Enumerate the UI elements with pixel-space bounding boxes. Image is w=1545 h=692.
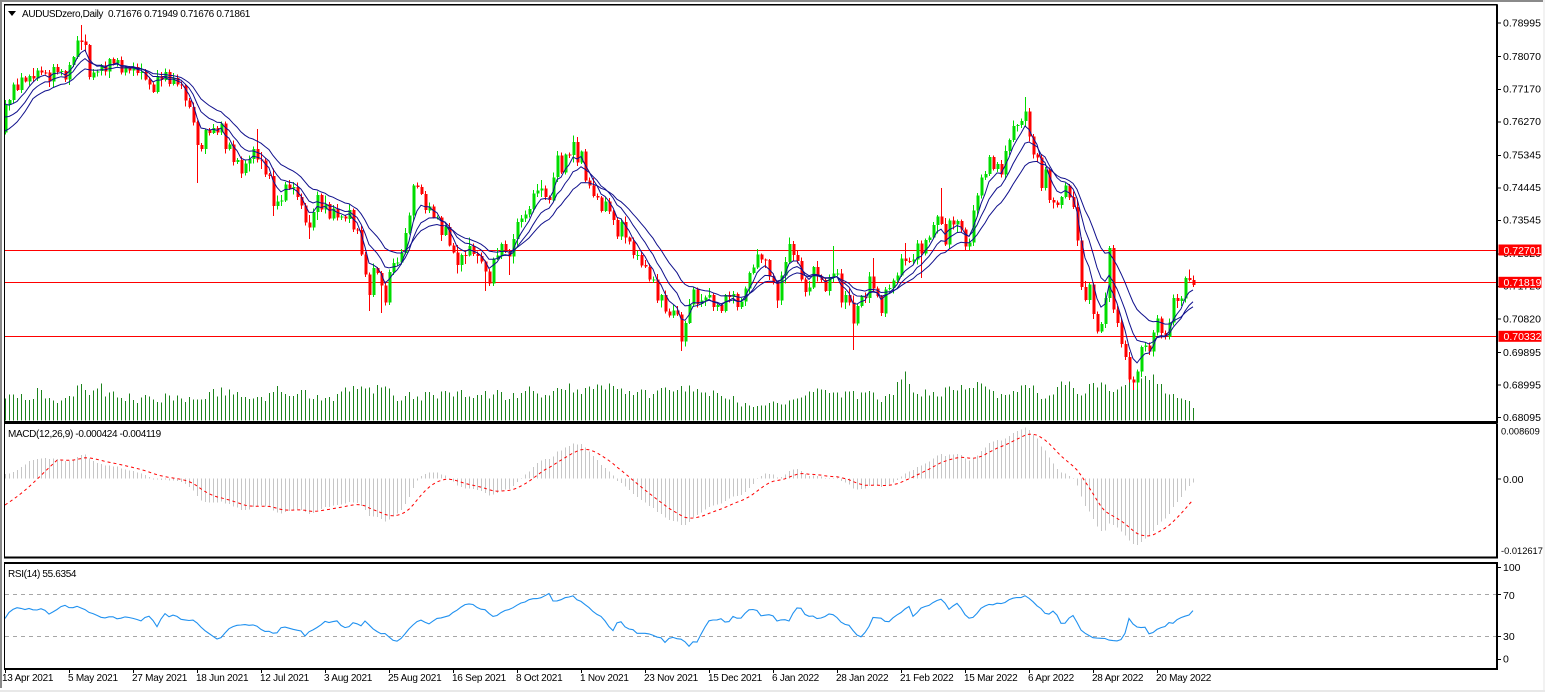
svg-text:18 Jun 2021: 18 Jun 2021 xyxy=(196,673,249,684)
svg-text:5 May 2021: 5 May 2021 xyxy=(68,673,118,684)
svg-text:0.72701: 0.72701 xyxy=(1504,245,1542,257)
svg-text:0.68095: 0.68095 xyxy=(1503,412,1541,424)
svg-text:0.78070: 0.78070 xyxy=(1503,51,1541,63)
svg-text:-0.012617: -0.012617 xyxy=(1501,546,1543,556)
svg-text:3 Aug 2021: 3 Aug 2021 xyxy=(324,673,373,684)
svg-text:27 May 2021: 27 May 2021 xyxy=(132,673,188,684)
svg-text:AUDUSDzero,Daily 0.71676 0.71: AUDUSDzero,Daily 0.71676 0.71949 0.71676… xyxy=(22,9,251,20)
svg-text:13 Apr 2021: 13 Apr 2021 xyxy=(2,673,54,684)
svg-text:70: 70 xyxy=(1503,590,1515,602)
svg-text:21 Feb 2022: 21 Feb 2022 xyxy=(900,673,954,684)
svg-text:16 Sep 2021: 16 Sep 2021 xyxy=(452,673,507,684)
svg-text:0.75345: 0.75345 xyxy=(1503,150,1541,162)
svg-text:0.71819: 0.71819 xyxy=(1504,277,1542,289)
svg-text:0.69895: 0.69895 xyxy=(1503,347,1541,359)
svg-text:20 May 2022: 20 May 2022 xyxy=(1156,673,1212,684)
svg-text:0.74445: 0.74445 xyxy=(1503,182,1541,194)
svg-text:RSI(14) 55.6354: RSI(14) 55.6354 xyxy=(8,569,77,580)
svg-text:28 Apr 2022: 28 Apr 2022 xyxy=(1092,673,1144,684)
svg-text:8 Oct 2021: 8 Oct 2021 xyxy=(516,673,563,684)
svg-text:28 Jan 2022: 28 Jan 2022 xyxy=(836,673,889,684)
svg-text:6 Jan 2022: 6 Jan 2022 xyxy=(772,673,820,684)
svg-text:0.73545: 0.73545 xyxy=(1503,215,1541,227)
svg-text:1 Nov 2021: 1 Nov 2021 xyxy=(580,673,629,684)
svg-text:0.70820: 0.70820 xyxy=(1503,313,1541,325)
svg-text:15 Mar 2022: 15 Mar 2022 xyxy=(964,673,1018,684)
svg-text:0.78995: 0.78995 xyxy=(1503,17,1541,29)
svg-text:12 Jul 2021: 12 Jul 2021 xyxy=(260,673,310,684)
svg-text:0: 0 xyxy=(1503,654,1509,666)
svg-text:0.008609: 0.008609 xyxy=(1501,426,1540,436)
svg-text:23 Nov 2021: 23 Nov 2021 xyxy=(644,673,699,684)
svg-text:0.70332: 0.70332 xyxy=(1504,331,1542,343)
svg-text:100: 100 xyxy=(1503,562,1521,574)
svg-text:0.68995: 0.68995 xyxy=(1503,379,1541,391)
svg-text:15 Dec 2021: 15 Dec 2021 xyxy=(708,673,763,684)
svg-text:6 Apr 2022: 6 Apr 2022 xyxy=(1028,673,1075,684)
svg-text:MACD(12,26,9) -0.000424 -0.004: MACD(12,26,9) -0.000424 -0.004119 xyxy=(8,429,162,440)
svg-text:0.77170: 0.77170 xyxy=(1503,84,1541,96)
svg-text:25 Aug 2021: 25 Aug 2021 xyxy=(388,673,442,684)
svg-text:30: 30 xyxy=(1503,631,1515,643)
svg-text:0.00: 0.00 xyxy=(1503,474,1524,486)
svg-text:0.76270: 0.76270 xyxy=(1503,116,1541,128)
